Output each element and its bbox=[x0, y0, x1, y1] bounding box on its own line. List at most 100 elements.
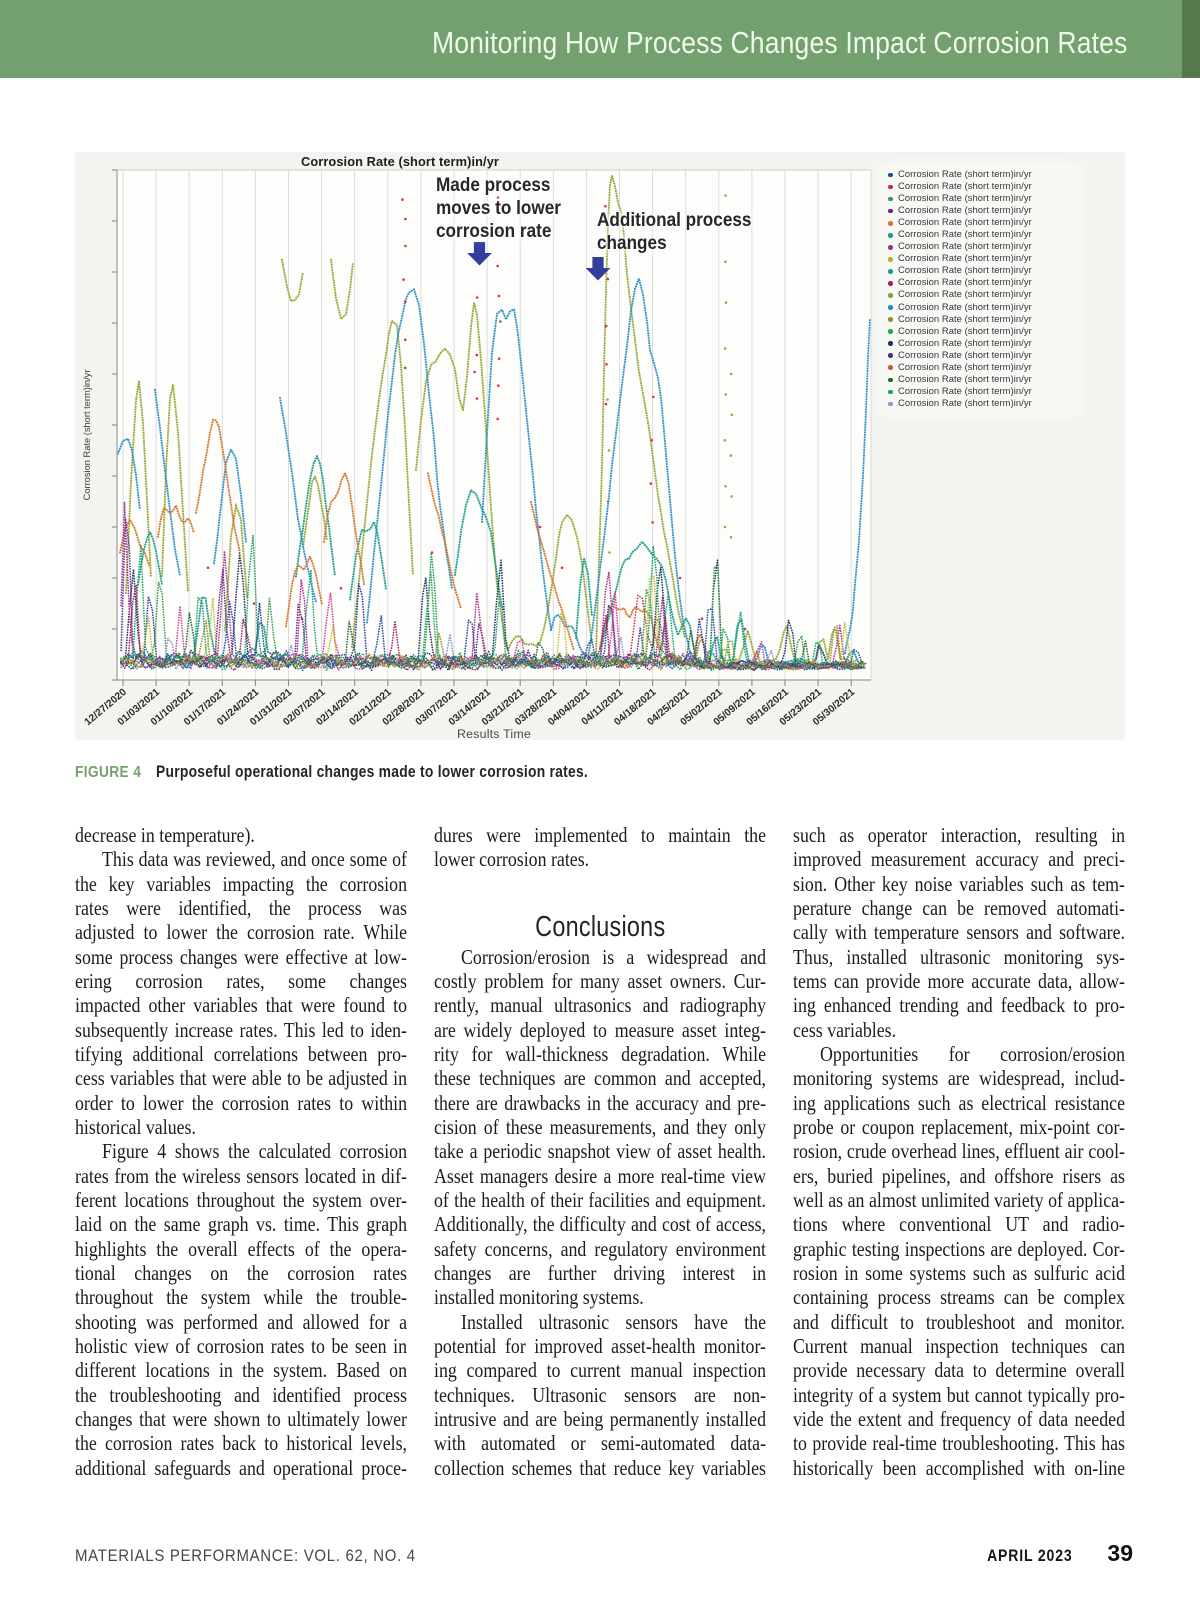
series-point-s-crimson bbox=[604, 204, 607, 208]
corrosion-rate-chart: 12/27/202001/03/202101/10/202101/17/2021… bbox=[83, 169, 872, 728]
series-point-s-crimson bbox=[652, 395, 655, 399]
body-text-line: historical values. bbox=[75, 1114, 196, 1139]
body-text-line: throughout the system while the trouble- bbox=[75, 1285, 408, 1310]
body-text-line: well as an almost unlimited variety of a… bbox=[793, 1187, 1126, 1212]
series-s-blue bbox=[365, 287, 454, 624]
legend-item: Corrosion Rate (short term)in/yr bbox=[881, 217, 1079, 229]
body-text-line: decrease in temperature). bbox=[75, 823, 255, 847]
series-s-blue bbox=[117, 437, 142, 512]
series-point-s-crimson bbox=[651, 521, 654, 524]
series-s-seagreen bbox=[120, 535, 866, 672]
series-point-s-crimson bbox=[430, 551, 434, 554]
series-point-s-crimson bbox=[404, 244, 407, 248]
body-text-line: rity for wall-thickness degradation. Whi… bbox=[434, 1041, 767, 1066]
series-point-s-crimson bbox=[497, 294, 501, 298]
legend-item: Corrosion Rate (short term)in/yr bbox=[881, 169, 1079, 181]
series-s-olive bbox=[124, 380, 153, 594]
body-text-line: Current manual inspection techniques can bbox=[793, 1333, 1126, 1358]
series-point-s-olive-dots bbox=[729, 454, 733, 457]
body-text-line: ers, buried pipelines, and offshore rise… bbox=[793, 1163, 1126, 1188]
annotation-line: Additional process bbox=[597, 209, 752, 231]
series-s-olive bbox=[329, 258, 355, 321]
legend-label: Corrosion Rate (short term)in/yr bbox=[897, 217, 1032, 229]
series-point-s-crimson bbox=[678, 576, 682, 580]
legend-label: Corrosion Rate (short term)in/yr bbox=[897, 301, 1032, 313]
text-column-inner: dures were implemented to maintain the lo… bbox=[434, 823, 766, 1480]
body-text-line: integrity of a system but cannot typical… bbox=[793, 1382, 1126, 1407]
series-s-teal bbox=[348, 519, 388, 601]
header-accent-block bbox=[1182, 0, 1200, 78]
legend-marker-icon bbox=[888, 401, 893, 407]
legend-marker-icon bbox=[888, 184, 893, 190]
series-point-s-crimson bbox=[497, 357, 501, 360]
body-text-line: tifying additional correlations between … bbox=[75, 1041, 408, 1066]
body-text-line: ferent locations throughout the system o… bbox=[75, 1187, 408, 1212]
legend-item: Corrosion Rate (short term)in/yr bbox=[881, 314, 1079, 326]
body-text-line: shooting was performed and allowed for a bbox=[75, 1309, 408, 1334]
section-heading: Conclusions bbox=[534, 910, 666, 943]
legend-label: Corrosion Rate (short term)in/yr bbox=[897, 373, 1032, 385]
series-s-orange bbox=[529, 500, 576, 652]
series-point-s-olive-dots bbox=[730, 413, 734, 417]
series-point-s-olive-dots bbox=[724, 194, 727, 197]
series-point-s-crimson bbox=[475, 353, 479, 357]
body-text-line: graphic testing inspections are deployed… bbox=[793, 1236, 1126, 1261]
legend-label: Corrosion Rate (short term)in/yr bbox=[897, 325, 1032, 337]
body-text-line: collection schemes that reduce key varia… bbox=[434, 1455, 767, 1480]
series-point-s-crimson bbox=[473, 370, 476, 374]
y-axis-label: Corrosion Rate (short term)in/yr bbox=[82, 369, 93, 501]
legend-label: Corrosion Rate (short term)in/yr bbox=[897, 265, 1032, 277]
series-point-s-crimson bbox=[401, 198, 404, 201]
body-text-line: This data was reviewed, and once some of bbox=[102, 847, 408, 872]
series-point-s-olive-dots bbox=[723, 525, 727, 529]
legend-label: Corrosion Rate (short term)in/yr bbox=[897, 289, 1032, 301]
series-point-s-crimson bbox=[560, 566, 564, 570]
body-text-line: techniques. Ultrasonic sensors are non- bbox=[434, 1382, 767, 1407]
text-column-1: decrease in temperature). This data was r… bbox=[75, 823, 407, 1480]
legend-label: Corrosion Rate (short term)in/yr bbox=[897, 193, 1032, 205]
body-text-line: provide necessary data to determine over… bbox=[793, 1358, 1126, 1383]
series-point-s-crimson bbox=[650, 439, 653, 442]
series-point-s-crimson bbox=[743, 627, 747, 631]
body-text-line: ing applications such as electrical resi… bbox=[793, 1090, 1126, 1115]
annotation-line: corrosion rate bbox=[436, 219, 552, 242]
legend-marker-icon bbox=[888, 377, 893, 383]
legend-item: Corrosion Rate (short term)in/yr bbox=[881, 386, 1079, 398]
legend-label: Corrosion Rate (short term)in/yr bbox=[897, 277, 1032, 289]
legend-label: Corrosion Rate (short term)in/yr bbox=[897, 181, 1032, 193]
series-s-teal bbox=[136, 529, 164, 586]
legend-marker-icon bbox=[888, 220, 893, 226]
legend-item: Corrosion Rate (short term)in/yr bbox=[881, 374, 1079, 386]
series-s-orange bbox=[156, 503, 196, 538]
series-s-olive bbox=[414, 302, 510, 653]
series-point-s-crimson bbox=[605, 363, 608, 366]
legend-marker-icon bbox=[888, 341, 893, 346]
header-bar-background bbox=[0, 0, 1182, 78]
series-s-blue bbox=[549, 613, 587, 658]
body-text-line: there are drawbacks in the accuracy and … bbox=[434, 1090, 767, 1115]
series-s-olive bbox=[594, 175, 687, 656]
body-text-line: perature change can be removed automati- bbox=[793, 895, 1126, 920]
figure-caption-label: FIGURE 4 bbox=[75, 764, 142, 781]
series-s-darkgreen bbox=[120, 612, 865, 672]
body-text-line: ing enhanced trending and feedback to pr… bbox=[793, 993, 1126, 1018]
annotation-additional-process: Additional process changes bbox=[597, 209, 751, 255]
body-text-line: the troubleshooting and identified proce… bbox=[75, 1382, 408, 1407]
series-s-teal bbox=[574, 557, 594, 640]
series-point-s-crimson bbox=[497, 230, 501, 233]
body-text-line: dures were implemented to maintain the bbox=[434, 823, 767, 847]
series-point-s-olive-dots bbox=[729, 535, 733, 539]
series-point-s-olive-dots bbox=[724, 219, 728, 223]
body-text-line: ing compared to current manual inspectio… bbox=[434, 1358, 767, 1383]
series-point-s-crimson bbox=[700, 617, 704, 621]
legend-marker-icon bbox=[888, 293, 893, 298]
series-point-s-olive-dots bbox=[730, 495, 733, 498]
article-title: Monitoring How Process Changes Impact Co… bbox=[431, 25, 1127, 60]
footer-issue-page: APRIL 2023 39 bbox=[972, 1541, 1133, 1566]
legend-item: Corrosion Rate (short term)in/yr bbox=[881, 181, 1079, 193]
body-text-line: rates were identified, the process was bbox=[75, 895, 408, 920]
legend-item: Corrosion Rate (short term)in/yr bbox=[881, 338, 1079, 350]
annotation-line: Made process bbox=[436, 174, 551, 196]
body-text-line: costly problem for many asset owners. Cu… bbox=[434, 968, 767, 993]
